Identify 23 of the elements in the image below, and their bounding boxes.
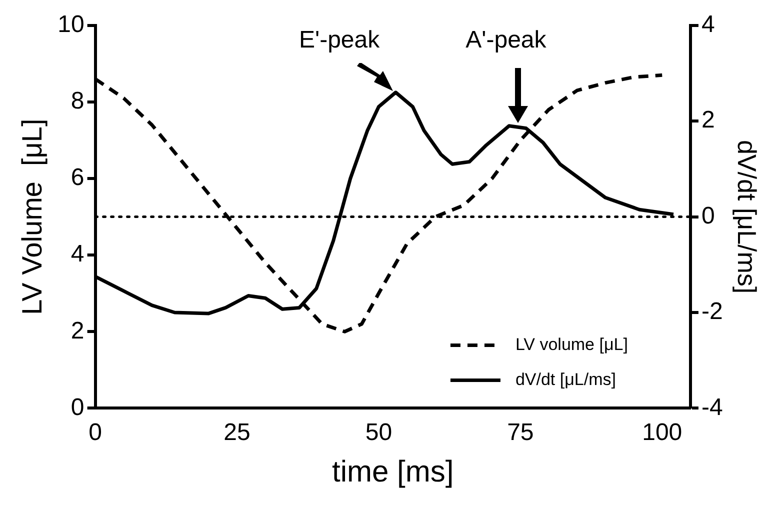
y-tick-label: 2	[70, 317, 84, 344]
y2-tick-label: -2	[701, 298, 723, 326]
y-tick-label: 6	[70, 164, 84, 192]
x-tick-label: 0	[88, 419, 102, 446]
y2-tick-label: 2	[701, 106, 715, 134]
x-tick-label: 50	[365, 419, 392, 446]
legend-label: LV volume [μL]	[515, 334, 628, 354]
y-tick-label: 8	[70, 88, 84, 115]
y2-tick-label: -4	[701, 394, 723, 421]
y2-tick-label: 4	[701, 11, 715, 38]
x-tick-label: 25	[224, 419, 250, 446]
y-tick-label: 10	[58, 11, 84, 38]
x-axis-title: time [ms]	[332, 455, 454, 488]
annotation: A'-peak	[466, 26, 548, 54]
y2-axis-title: dV/dt [μL/ms]	[732, 140, 762, 294]
legend-label: dV/dt [μL/ms]	[515, 370, 616, 389]
y-tick-label: 0	[70, 394, 84, 421]
y-tick-label: 4	[70, 240, 84, 268]
y2-tick-label: 0	[701, 202, 715, 230]
annotation: E'-peak	[299, 26, 381, 54]
x-tick-label: 75	[507, 419, 534, 446]
x-tick-label: 100	[642, 419, 682, 446]
y-axis-title: LV Volume [μL]	[16, 118, 48, 315]
